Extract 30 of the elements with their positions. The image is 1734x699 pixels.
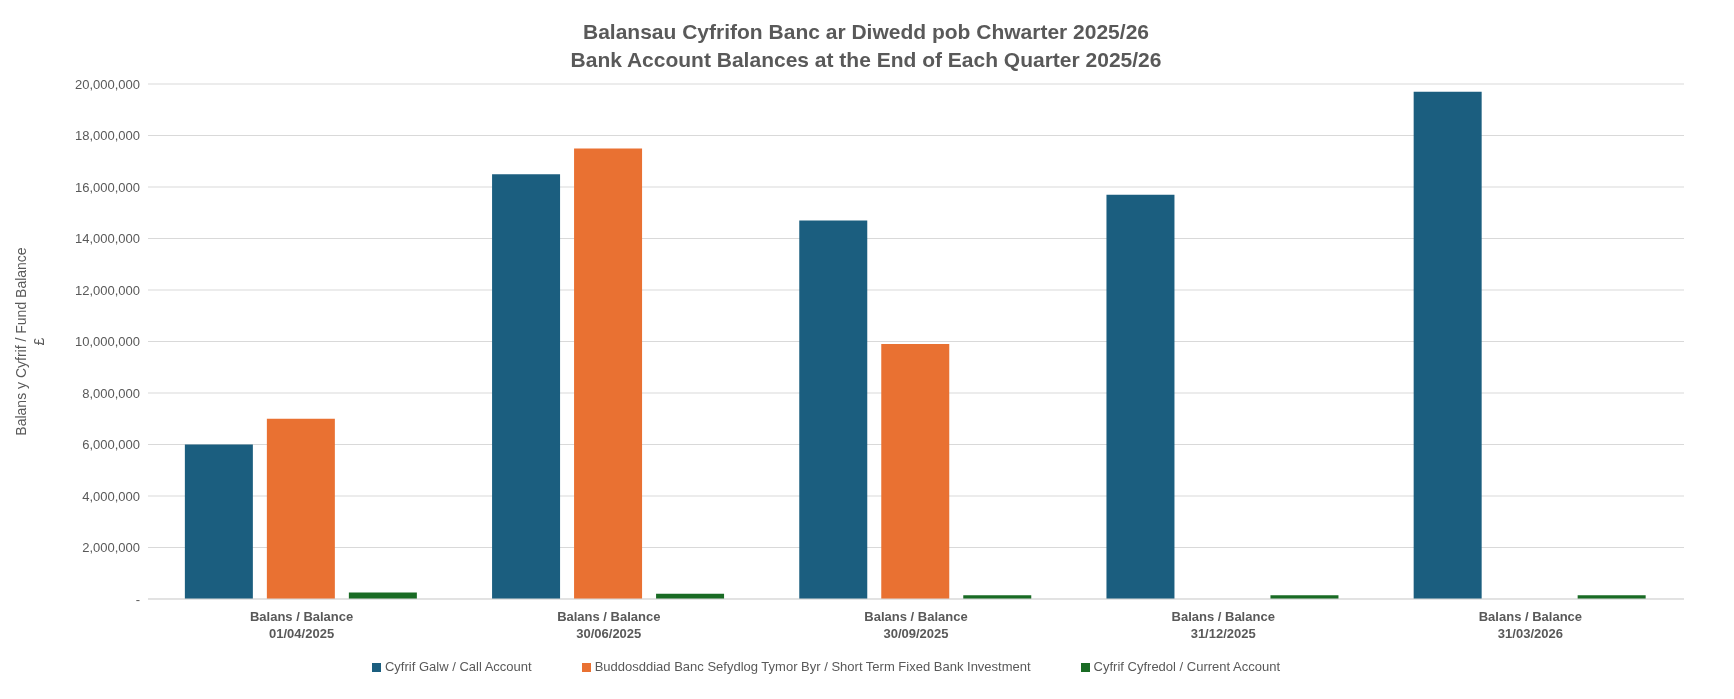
y-tick-label: 8,000,000 [82,385,140,401]
legend-label: Cyfrif Cyfredol / Current Account [1093,659,1281,674]
chart-subtitle: Bank Account Balances at the End of Each Quarter 2025/26 [569,47,1163,73]
x-tick-label: Balans / Balance 01/04/2025 [249,609,354,641]
x-tick-label: Balans / Balance 30/06/2025 [557,609,661,641]
bar [881,344,950,599]
x-tick-label: Balans / Balance 30/09/2025 [864,609,968,641]
bar [492,174,561,599]
y-tick-label: 4,000,000 [82,488,140,504]
y-tick-label: 6,000,000 [82,437,140,453]
y-tick-label: 18,000,000 [74,128,140,144]
y-tick-label: 20,000,000 [74,76,140,92]
y-tick-label: 10,000,000 [74,334,140,350]
x-tick-label: Balans / Balance 31/03/2026 [1478,609,1583,641]
y-tick-label: 16,000,000 [74,179,140,195]
y-tick-label: - [135,591,140,607]
bar [266,418,335,599]
bar [1413,91,1482,599]
y-tick-label: 2,000,000 [82,540,140,556]
legend-label: Buddosddiad Banc Sefydlog Tymor Byr / Short Term Fixed Bank Investment [594,659,1031,674]
bar [799,220,868,599]
y-tick-label: 12,000,000 [74,282,140,298]
y-tick-label: 14,000,000 [74,231,140,247]
chart-title: Balansau Cyfrifon Banc ar Diwedd pob Chwarter 2025/26 [582,19,1150,45]
bar [574,148,643,599]
legend-label: Cyfrif Galw / Call Account [384,659,532,674]
x-tick-label: Balans / Balance 31/12/2025 [1171,609,1275,641]
bar [184,444,253,599]
y-axis-title: Balans y Cyfrif / Fund Balance £ [13,247,47,436]
bar [1106,194,1175,599]
